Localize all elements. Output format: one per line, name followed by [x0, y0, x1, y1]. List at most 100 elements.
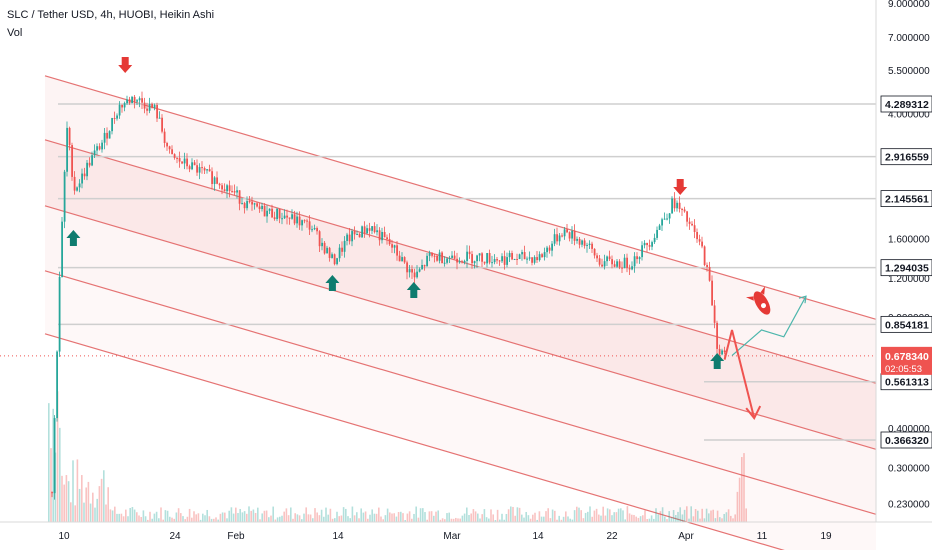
candle-body: [76, 187, 78, 191]
volume-bars: [48, 391, 747, 522]
volume-bar: [503, 519, 505, 522]
volume-bar: [523, 517, 525, 522]
candle-body: [578, 238, 581, 245]
volume-bar: [593, 510, 596, 522]
volume-bar: [606, 508, 609, 522]
volume-bar: [292, 518, 294, 522]
volume-bar: [642, 515, 644, 522]
volume-bar: [246, 513, 248, 522]
volume-bar: [67, 481, 70, 522]
price-level-label: 1.294035: [885, 263, 929, 275]
volume-bar: [248, 506, 250, 522]
volume-bar: [371, 509, 373, 522]
candle-body: [468, 251, 471, 255]
candle-body: [73, 176, 76, 191]
volume-bar: [360, 508, 362, 522]
volume-bar: [373, 513, 376, 522]
candle-body: [241, 203, 243, 205]
candle-body: [148, 103, 151, 111]
candle-body: [328, 247, 331, 258]
volume-bar: [364, 511, 367, 522]
volume-bar: [620, 508, 622, 522]
volume-bar: [111, 510, 114, 522]
candle-body: [211, 171, 213, 184]
candle-body: [201, 167, 203, 169]
volume-bar: [257, 507, 259, 522]
candle-body: [103, 132, 106, 143]
volume-bar: [413, 513, 415, 522]
candle-body: [493, 259, 496, 263]
price-level-box: [880, 190, 932, 208]
volume-bar: [217, 519, 219, 522]
candle-body: [573, 230, 576, 241]
candle-body: [421, 265, 423, 270]
candle-body: [661, 219, 663, 226]
volume-bar: [624, 519, 626, 522]
volume-bar: [565, 511, 567, 522]
volume-bar: [89, 503, 92, 522]
candle-body: [91, 155, 93, 166]
channel-band: [45, 270, 876, 550]
volume-bar: [703, 518, 706, 522]
candle-body: [478, 253, 481, 256]
volume-bar: [59, 427, 61, 522]
volume-bar: [369, 514, 371, 522]
volume-bar: [70, 502, 72, 522]
candle-body: [223, 189, 226, 192]
candle-body: [678, 202, 681, 209]
candle-body: [416, 271, 418, 278]
volume-bar: [613, 512, 615, 522]
candle-body: [386, 237, 388, 240]
volume-bar: [736, 491, 739, 522]
volume-bar: [307, 514, 310, 522]
y-tick-label: 4.000000: [888, 110, 930, 121]
candle-body: [696, 231, 698, 240]
candle-body: [208, 169, 211, 172]
volume-bar: [455, 517, 457, 522]
volume-bar: [63, 484, 65, 522]
candle-body: [716, 322, 718, 349]
candle-body: [361, 226, 363, 238]
candle-body: [308, 221, 311, 230]
volume-bar: [551, 509, 554, 522]
candle-body: [561, 235, 563, 237]
candle-body: [433, 255, 436, 257]
candle-body: [273, 217, 276, 220]
volume-bar: [602, 506, 604, 522]
volume-bar: [382, 519, 384, 522]
candle-body: [548, 247, 551, 251]
volume-bar: [367, 518, 369, 522]
y-tick-label: 0.400000: [888, 424, 930, 435]
volume-label: Vol: [7, 27, 23, 39]
volume-bar: [653, 518, 655, 522]
volume-bar: [507, 509, 510, 522]
candle-body: [321, 242, 323, 247]
candle-body: [686, 211, 688, 222]
volume-bar: [672, 510, 675, 522]
volume-bar: [243, 511, 246, 522]
volume-bar: [549, 518, 552, 522]
candle-body: [418, 269, 421, 272]
volume-bar: [721, 518, 723, 522]
candle-body: [606, 256, 608, 262]
x-tick-label: Mar: [443, 531, 461, 542]
volume-bar: [692, 516, 695, 522]
candle-body: [291, 214, 293, 219]
candle-body: [426, 255, 428, 267]
volume-bar: [397, 512, 400, 522]
candle-body: [236, 190, 238, 193]
candle-body: [408, 269, 411, 273]
candle-body: [66, 127, 68, 172]
candle-body: [456, 258, 458, 263]
y-tick-label: 0.230000: [888, 500, 930, 511]
volume-bar: [103, 470, 105, 522]
channel-band: [45, 75, 876, 384]
volume-bar: [422, 508, 424, 522]
volume-bar: [477, 513, 479, 522]
candle-body: [676, 202, 678, 209]
volume-bar: [347, 516, 349, 522]
candle-body: [93, 150, 96, 156]
candle-body: [331, 254, 333, 258]
candle-body: [258, 206, 261, 210]
